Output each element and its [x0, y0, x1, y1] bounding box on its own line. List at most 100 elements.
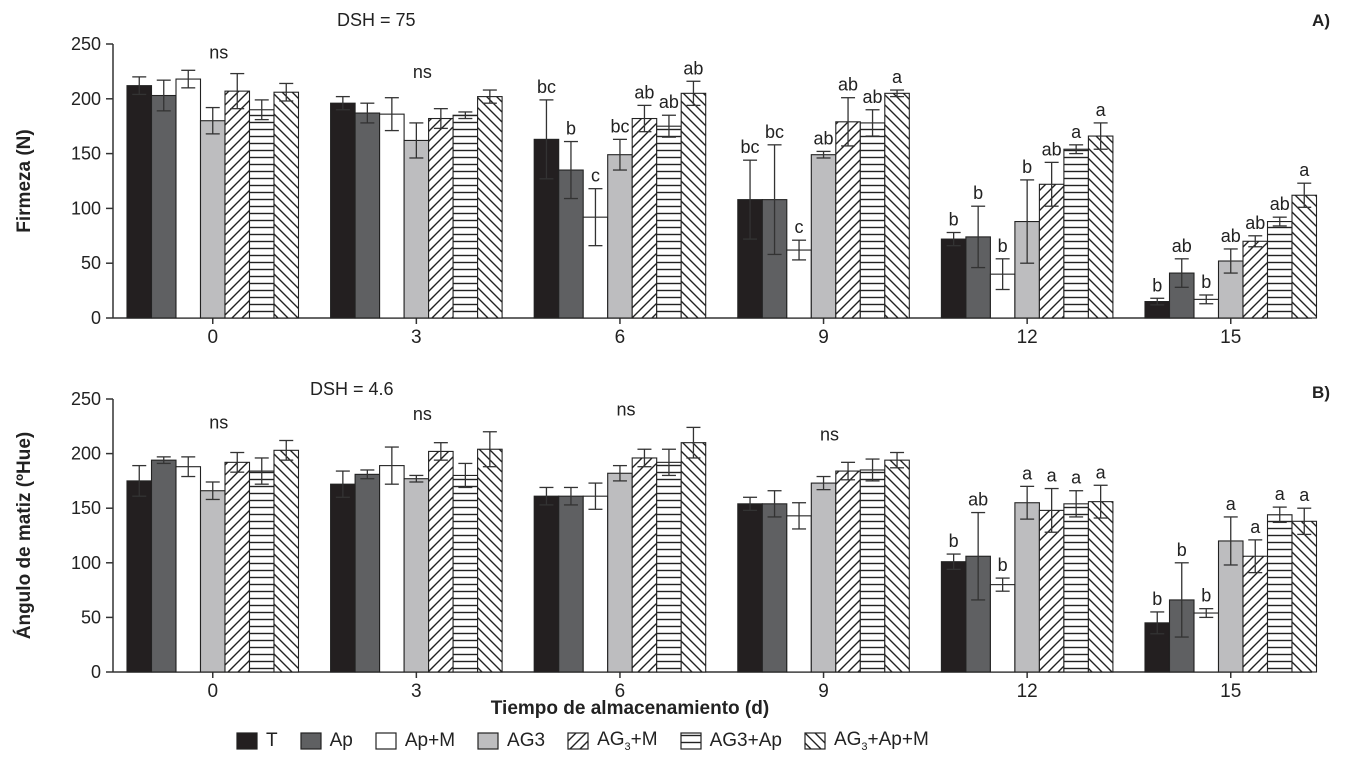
significance-letter: c	[591, 166, 600, 186]
bar-ag3-m-day-6	[631, 457, 658, 673]
bar-ag3-m-day-3	[428, 117, 454, 319]
legend-item-t: T	[236, 730, 278, 752]
bar-ap-day-3	[354, 473, 381, 673]
group-significance-label: ns	[820, 425, 839, 445]
bar-ag3-m-day-3	[428, 450, 454, 673]
significance-letter: a	[1096, 100, 1107, 120]
x-tick-label: 0	[207, 327, 218, 348]
significance-letter: ab	[659, 92, 679, 112]
significance-letter: b	[566, 119, 576, 139]
significance-letter: ab	[634, 82, 654, 102]
significance-letter: a	[1022, 463, 1033, 483]
significance-letter: a	[1047, 466, 1058, 486]
significance-letter: ab	[1042, 139, 1062, 159]
significance-letter: a	[1071, 122, 1082, 142]
bar-ag3-ap-m-day-15	[1291, 194, 1318, 319]
y-tick-label: 150	[71, 498, 101, 518]
x-tick-label: 6	[615, 327, 626, 348]
significance-letter: a	[1226, 494, 1237, 514]
legend-item-ap-m: Ap+M	[375, 730, 455, 752]
group-significance-label: ns	[413, 62, 432, 82]
x-tick-label: 9	[818, 327, 829, 348]
bar-ag3-m-day-15	[1242, 240, 1269, 319]
bar-ag3-m-day-9	[835, 470, 861, 673]
significance-letter: b	[1177, 540, 1187, 560]
bar-ag3-day-0	[199, 490, 226, 673]
significance-letter: ab	[814, 128, 834, 148]
legend-swatch	[679, 732, 702, 750]
y-tick-label: 50	[81, 253, 101, 273]
legend-swatch	[567, 732, 589, 750]
bar-ap-day-0	[150, 94, 177, 319]
significance-letter: a	[1299, 160, 1310, 180]
bar-ag3-day-3	[403, 478, 430, 673]
bar-ag3-ap-day-9	[859, 122, 886, 319]
bar-ag3-ap-m-day-6	[680, 442, 707, 673]
legend-item-ap: Ap	[300, 730, 353, 752]
group-significance-label: ns	[209, 412, 228, 432]
significance-letter: a	[892, 67, 903, 87]
significance-letter: b	[973, 183, 983, 203]
y-tick-label: 100	[71, 553, 101, 573]
legend-label: AG3	[507, 730, 546, 751]
legend-item-ag3-ap-m: AG3+Ap+M	[804, 729, 929, 753]
legend-label: Ap	[329, 730, 353, 751]
x-tick-label: 3	[411, 327, 422, 348]
bar-ag3-ap-day-15	[1266, 514, 1293, 673]
bar-t-day-3	[330, 102, 356, 319]
bar-ag3-ap-m-day-6	[680, 92, 707, 319]
significance-letter: b	[1201, 586, 1211, 606]
bar-ag3-m-day-6	[631, 117, 658, 319]
bar-ag3-day-9	[810, 482, 837, 673]
x-axis-label: Tiempo de almacenamiento (d)	[491, 698, 769, 719]
legend-swatch	[236, 732, 258, 750]
y-tick-label: 200	[71, 89, 101, 109]
bar-t-day-12	[940, 238, 967, 319]
bar-t-day-3	[330, 483, 356, 673]
bar-ap-m-day-0	[175, 466, 202, 673]
bar-ag3-ap-day-0	[248, 470, 275, 673]
x-tick-label: 15	[1220, 681, 1241, 702]
significance-letter: ab	[1172, 236, 1192, 256]
bar-ap-m-day-3	[379, 465, 405, 673]
significance-letter: b	[1152, 589, 1162, 609]
significance-letter: bc	[741, 137, 760, 157]
x-tick-label: 9	[818, 681, 829, 702]
y-tick-label: 100	[71, 198, 101, 218]
y-tick-label: 0	[91, 308, 101, 328]
y-tick-label: 0	[91, 662, 101, 682]
group-significance-label: ns	[616, 399, 635, 419]
legend-swatch	[804, 732, 826, 750]
bar-ap-day-0	[150, 459, 177, 673]
chart-panel-firmeza: 0 50 100 150 200 250 Firmeza (N) DSH = 75 A) 0 ns 3…	[14, 10, 1330, 348]
significance-letter: ab	[683, 58, 703, 78]
significance-letter: ab	[1221, 226, 1241, 246]
bar-ag3-m-day-9	[835, 121, 861, 319]
bar-ag3-ap-day-0	[248, 109, 275, 319]
bar-ag3-m-day-0	[224, 461, 251, 673]
bar-ag3-ap-day-12	[1063, 148, 1089, 319]
bar-ap-day-6	[558, 495, 584, 673]
significance-letter: c	[795, 217, 804, 237]
significance-letter: bc	[610, 116, 629, 136]
significance-letter: a	[1275, 484, 1286, 504]
y-axis-label: Firmeza (N)	[14, 129, 35, 232]
legend-label: T	[266, 730, 278, 751]
bar-ap-m-day-0	[175, 78, 202, 319]
bar-ap-m-day-6	[582, 495, 609, 673]
bar-t-day-6	[533, 495, 560, 673]
significance-letter: b	[998, 555, 1008, 575]
significance-letter: a	[1250, 517, 1261, 537]
significance-letter: ab	[863, 87, 883, 107]
bar-ag3-day-15	[1217, 260, 1244, 319]
bar-t-day-0	[126, 480, 153, 673]
bar-ag3-ap-day-6	[656, 461, 682, 673]
group-significance-label: ns	[413, 404, 432, 424]
legend-item-ag3-ap: AG3+Ap	[679, 730, 782, 752]
x-tick-label: 12	[1017, 327, 1038, 348]
bar-ag3-m-day-12	[1038, 509, 1065, 673]
significance-letter: b	[1152, 275, 1162, 295]
bar-t-day-0	[126, 85, 153, 319]
dsh-annotation: DSH = 4.6	[310, 379, 394, 399]
x-tick-label: 15	[1220, 327, 1241, 348]
